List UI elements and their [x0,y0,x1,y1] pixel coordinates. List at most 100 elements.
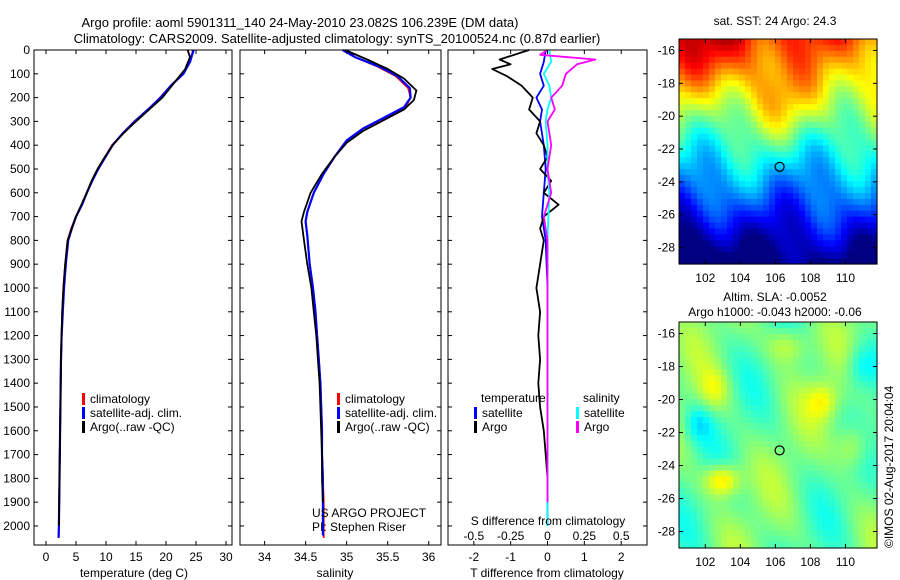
map-sla-heat-cell [829,417,836,424]
map-sla-heat-cell [763,518,770,525]
map-sla-heat-cell [787,494,794,502]
map-sla-heat-cell [829,440,836,448]
map-sst-heat-cell [721,157,728,164]
map-sla-heat-cell [745,357,752,365]
map-sst-heat-cell [841,187,848,194]
map-sla-heat-cell [817,536,824,543]
depth-tick-label: 900 [10,257,30,271]
map-sst-heat-cell [769,80,776,87]
map-sla-heat-cell [793,339,800,347]
map-sst-heat-cell [691,86,698,93]
map-sst-heat-cell [841,139,848,147]
map-sst-heat-cell [823,234,830,241]
map-sla-heat-cell [727,417,734,424]
map-sla-heat-cell [793,387,800,394]
map-sla-heat-cell [805,357,812,365]
temperature-legend-label: satellite-adj. clim. [90,406,182,420]
map-sst-heat-cell [787,139,794,147]
map-sla-heat-cell [823,500,830,507]
map-sla-heat-cell [703,357,710,365]
map-sla-heat-cell [829,470,836,478]
map-sst-heat-cell [757,127,764,135]
map-sst-heat-cell [871,50,878,58]
map-sst-heat-cell [829,222,836,230]
map-sla-heat-cell [859,476,866,484]
map-sla-heat-cell [847,381,854,389]
map-sst-heat-cell [835,246,842,253]
map-sst-heat-cell [847,39,854,46]
map-sla-heat-cell [853,339,860,347]
map-sla-heat-cell [685,393,692,400]
map-sla-heat-cell [799,363,806,371]
map-sla-heat-cell [763,464,770,472]
map-sst-heat-cell [679,110,686,117]
map-sla-heat-cell [805,470,812,478]
map-sla-heat-cell [805,393,812,400]
map-sla-heat-cell [685,440,692,448]
map-sst-heat-cell [853,39,860,46]
map-sla-heat-cell [817,411,824,418]
map-sst-heat-cell [715,121,722,129]
map-sst-heat-cell [763,192,770,200]
map-sla-heat-cell [823,405,830,412]
map-sst-heat-cell [745,145,752,153]
map-sst-heat-cell [769,50,776,58]
map-sst-heat-cell [859,86,866,93]
map-sst-heat-cell [823,169,830,176]
map-sst-heat-cell [817,252,824,259]
map-sst-heat-cell [811,157,818,164]
map-sst-y-tick-label: -28 [658,241,676,255]
map-sla-heat-cell [751,518,758,525]
map-sla-heat-cell [733,423,740,430]
map-sla-heat-cell [817,530,824,537]
map-sla-heat-cell [691,387,698,394]
map-sst-heat-cell [805,80,812,87]
map-sla-heat-cell [799,530,806,537]
map-sst-heat-cell [775,110,782,117]
map-sla-heat-cell [685,536,692,543]
map-sla-heat-cell [757,322,764,329]
map-sla-heat-cell [769,446,776,454]
salinity-legend-label: Argo(..raw -QC) [345,420,430,434]
map-sst-heat-cell [721,74,728,82]
map-sla-heat-cell [709,464,716,472]
map-sst-heat-cell [763,110,770,117]
map-sst-heat-cell [793,163,800,170]
map-sla-heat-cell [871,399,878,406]
map-sst-heat-cell [847,234,854,241]
map-sla-heat-cell [679,339,686,347]
map-sst-heat-cell [847,68,854,76]
map-sla-heat-cell [757,363,764,371]
map-sst-heat-cell [847,204,854,212]
map-sla-heat-cell [799,512,806,519]
map-sla-heat-cell [781,333,788,341]
map-sla-heat-cell [859,387,866,394]
map-sla-heat-cell [679,470,686,478]
map-sla-heat-cell [829,345,836,353]
map-sla-heat-cell [805,351,812,359]
map-sst-heat-cell [709,50,716,58]
map-sla-heat-cell [799,458,806,466]
map-sla-heat-cell [793,518,800,525]
map-sst-heat-cell [739,163,746,170]
map-sla-heat-cell [805,435,812,442]
map-sla-heat-cell [859,512,866,519]
map-sst-heat-cell [745,151,752,159]
depth-tick-label: 1700 [3,448,30,462]
map-sst-heat-cell [823,246,830,253]
map-sst-heat-cell [697,133,704,141]
map-sst-heat-cell [865,56,872,64]
map-sla-heat-cell [697,345,704,353]
map-sst-heat-cell [829,39,836,46]
map-sst-heat-cell [787,121,794,129]
map-sst-heat-cell [853,252,860,259]
map-sla-heat-cell [811,399,818,406]
map-sst-heat-cell [853,121,860,129]
map-sla-heat-cell [793,512,800,519]
map-sla-heat-cell [715,351,722,359]
map-sst-heat-cell [859,222,866,230]
map-sst-heat-cell [679,115,686,123]
map-sst-heat-cell [817,115,824,123]
map-sla-heat-cell [757,423,764,430]
map-sst-heat-cell [847,98,854,105]
